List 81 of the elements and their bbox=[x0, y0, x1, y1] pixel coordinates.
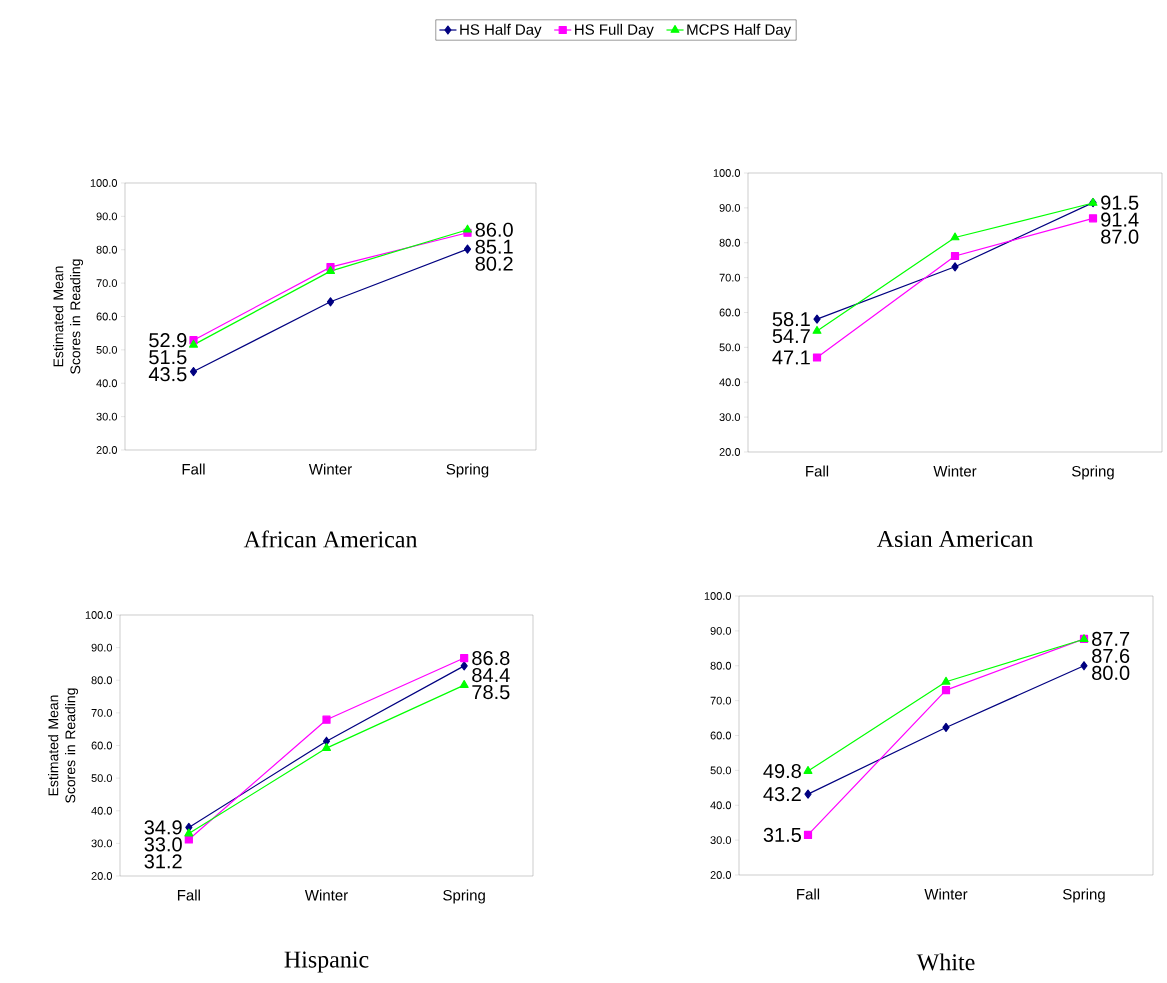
y-tick-label: 70.0 bbox=[91, 708, 113, 717]
x-tick-label: Spring bbox=[443, 889, 485, 904]
y-tick-label: 50.0 bbox=[710, 766, 732, 775]
y-tick-label: 50.0 bbox=[96, 345, 118, 354]
data-label: 58.1 bbox=[772, 312, 810, 327]
data-label: 80.2 bbox=[475, 256, 513, 271]
y-tick-label: 90.0 bbox=[96, 212, 118, 221]
legend-label: HS Full Day bbox=[575, 23, 654, 38]
legend-label: MCPS Half Day bbox=[687, 23, 792, 38]
data-label: 54.7 bbox=[772, 329, 810, 344]
y-tick-label: 30.0 bbox=[96, 412, 118, 421]
data-label: 33.0 bbox=[144, 837, 182, 852]
text: Hispanic bbox=[284, 951, 369, 973]
y-tick-label: 30.0 bbox=[710, 836, 732, 845]
data-label: 80.0 bbox=[1092, 665, 1130, 680]
y-tick-label: 60.0 bbox=[91, 741, 113, 750]
y-axis-title: Estimated Mean Scores in Reading bbox=[53, 259, 84, 374]
x-tick-label: Winter bbox=[933, 465, 977, 477]
y-tick-label: 30.0 bbox=[719, 413, 741, 422]
y-tick-label: 80.0 bbox=[91, 676, 113, 685]
y-tick-label: 20.0 bbox=[719, 448, 741, 456]
y-tick-label: 40.0 bbox=[96, 379, 118, 388]
text: White bbox=[916, 953, 975, 971]
y-tick-label: 100.0 bbox=[704, 592, 732, 600]
x-tick-label: Fall bbox=[797, 888, 820, 900]
y-tick-label: 60.0 bbox=[96, 312, 118, 321]
data-label: 87.6 bbox=[1092, 648, 1130, 663]
data-label: 84.4 bbox=[472, 667, 510, 683]
data-label: 86.8 bbox=[472, 650, 510, 666]
y-tick-label: 70.0 bbox=[710, 696, 732, 705]
data-label: 43.5 bbox=[148, 367, 187, 382]
data-label: 78.5 bbox=[472, 684, 510, 700]
y-tick-label: 60.0 bbox=[719, 308, 741, 317]
x-tick-label: Spring bbox=[1072, 465, 1114, 480]
x-tick-label: Spring bbox=[1063, 888, 1105, 903]
y-tick-label: 90.0 bbox=[719, 203, 741, 212]
y-tick-label: 70.0 bbox=[96, 279, 118, 288]
data-label: 91.5 bbox=[1101, 195, 1139, 210]
y-tick-label: 60.0 bbox=[710, 731, 732, 740]
y-tick-label: 100.0 bbox=[85, 611, 113, 619]
y-tick-label: 40.0 bbox=[719, 378, 741, 387]
y-tick-label: 20.0 bbox=[91, 872, 113, 880]
y-tick-label: 50.0 bbox=[91, 774, 113, 783]
y-tick-label: 80.0 bbox=[719, 238, 741, 247]
data-label: 91.4 bbox=[1101, 212, 1139, 227]
y-tick-label: 90.0 bbox=[710, 627, 732, 635]
y-tick-label: 100.0 bbox=[713, 169, 741, 177]
data-label: 49.8 bbox=[763, 764, 801, 779]
y-tick-label: 50.0 bbox=[719, 343, 741, 352]
legend-label: HS Half Day bbox=[460, 23, 542, 38]
text: Asian American bbox=[876, 530, 1033, 548]
x-tick-label: Winter bbox=[308, 463, 352, 475]
y-tick-label: 70.0 bbox=[719, 273, 741, 282]
text: African American bbox=[243, 530, 418, 548]
y-tick-label: 80.0 bbox=[96, 245, 118, 254]
data-label: 43.2 bbox=[763, 787, 801, 802]
data-label: 87.7 bbox=[1092, 631, 1130, 646]
x-tick-label: Fall bbox=[177, 889, 200, 901]
data-label: 31.5 bbox=[763, 827, 801, 842]
y-tick-label: 30.0 bbox=[91, 839, 113, 848]
y-tick-label: 40.0 bbox=[91, 806, 113, 815]
data-label: 31.2 bbox=[144, 854, 182, 869]
y-tick-label: 90.0 bbox=[91, 643, 113, 652]
x-tick-label: Winter bbox=[304, 889, 348, 901]
x-tick-label: Spring bbox=[446, 463, 489, 478]
data-label: 34.9 bbox=[144, 820, 182, 835]
data-label: 86.0 bbox=[475, 222, 513, 237]
y-tick-label: 100.0 bbox=[90, 179, 118, 187]
data-label: 51.5 bbox=[149, 350, 187, 365]
y-tick-label: 80.0 bbox=[710, 661, 732, 670]
y-tick-label: 20.0 bbox=[96, 446, 118, 454]
data-label: 85.1 bbox=[475, 239, 513, 254]
y-tick-label: 20.0 bbox=[710, 871, 732, 879]
x-tick-label: Fall bbox=[806, 465, 829, 477]
x-tick-label: Fall bbox=[182, 463, 205, 475]
y-tick-label: 40.0 bbox=[710, 801, 732, 810]
y-axis-title: Estimated Mean Scores in Reading bbox=[48, 688, 79, 803]
x-tick-label: Winter bbox=[924, 888, 968, 900]
data-label: 87.0 bbox=[1101, 229, 1139, 244]
data-label: 52.9 bbox=[149, 333, 187, 348]
data-label: 47.1 bbox=[772, 350, 810, 365]
